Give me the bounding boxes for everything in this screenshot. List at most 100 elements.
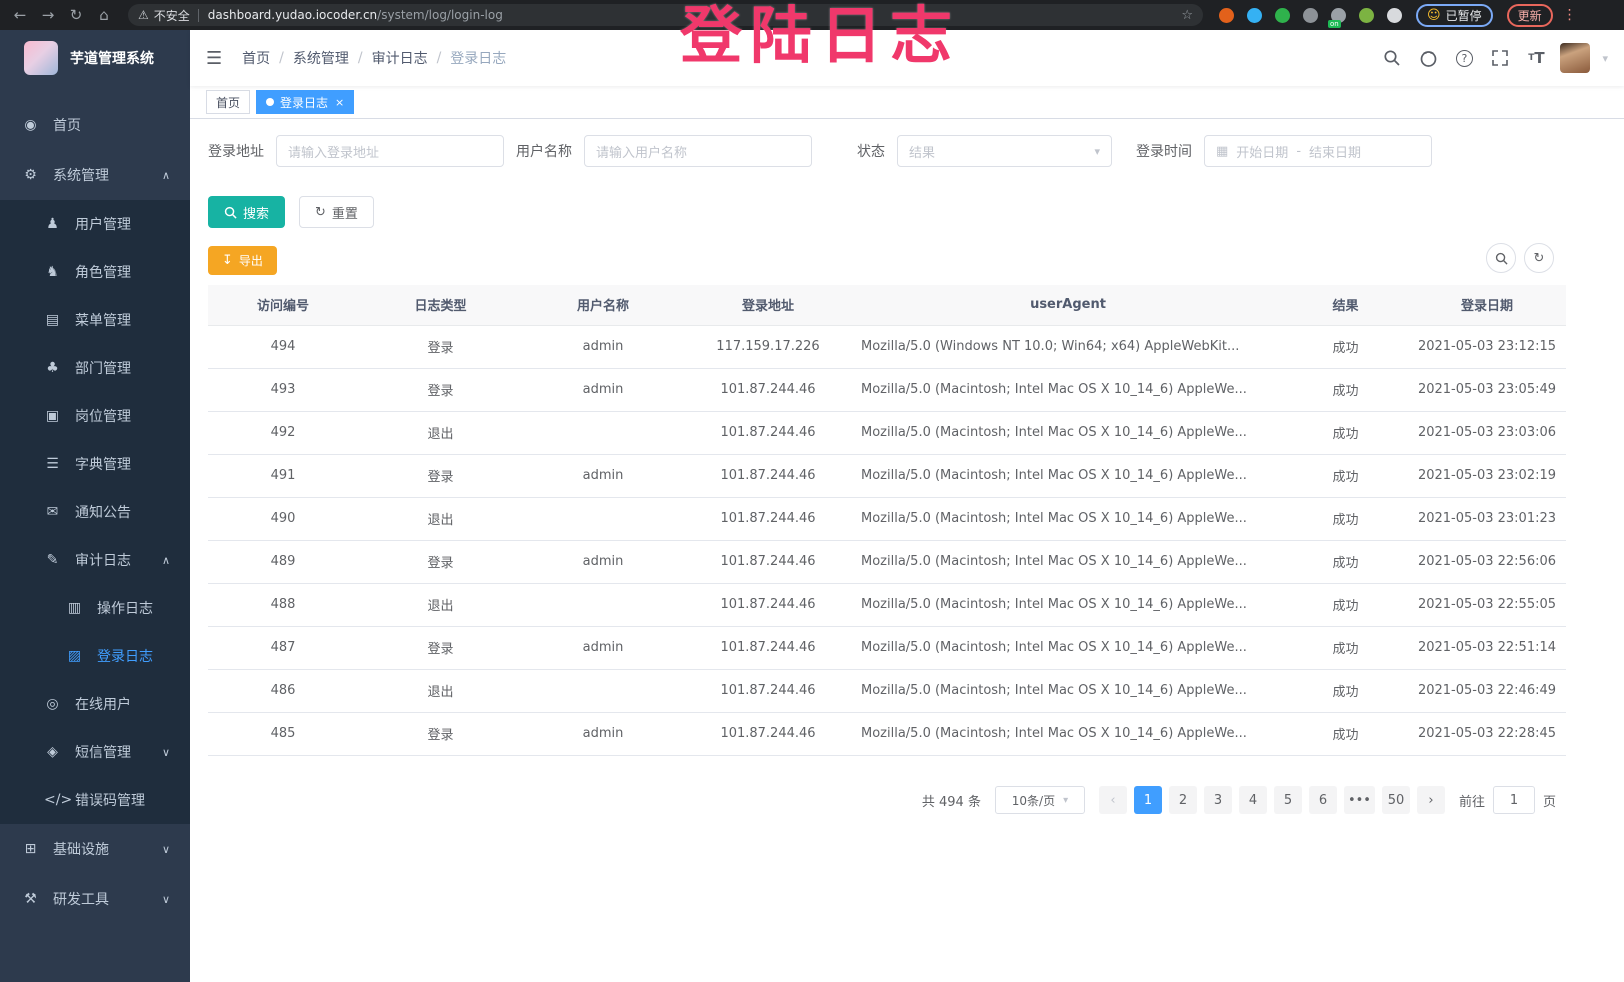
page-button-50[interactable]: 50 <box>1381 786 1410 814</box>
next-page-button[interactable]: › <box>1416 786 1445 814</box>
cell-username: admin <box>523 626 683 670</box>
sidebar-item-infrastructure[interactable]: ⊞ 基础设施 ∨ <box>0 824 190 874</box>
sidebar-item-role-mgmt[interactable]: ♞ 角色管理 <box>0 248 190 296</box>
table-row[interactable]: 487 登录 admin 101.87.244.46 Mozilla/5.0 (Maci… <box>208 626 1566 670</box>
cell-date: 2021-05-03 23:01:23 <box>1408 497 1566 541</box>
url-host: dashboard.yudao.iocoder.cn <box>207 8 378 22</box>
goto-page-input[interactable]: 1 <box>1492 786 1535 814</box>
github-icon[interactable] <box>1416 46 1440 70</box>
breadcrumb-home[interactable]: 首页 <box>242 51 271 67</box>
table-row[interactable]: 492 退出 101.87.244.46 Mozilla/5.0 (Macintosh… <box>208 411 1566 455</box>
reload-icon[interactable]: ↻ <box>69 6 83 24</box>
breadcrumb-audit[interactable]: 审计日志 <box>371 51 428 67</box>
sidebar-item-notice[interactable]: ✉ 通知公告 <box>0 488 190 536</box>
tag-login-log-label: 登录日志 <box>280 95 329 110</box>
sidebar-item-user-mgmt[interactable]: ♟ 用户管理 <box>0 200 190 248</box>
ext-grid-icon[interactable] <box>1303 7 1318 23</box>
status-label: 状态 <box>857 144 885 160</box>
page-button-3[interactable]: 3 <box>1203 786 1232 814</box>
fullscreen-icon[interactable] <box>1488 46 1512 70</box>
close-icon[interactable]: × <box>335 95 345 109</box>
ext-list-icon[interactable]: on <box>1328 7 1346 28</box>
table-row[interactable]: 491 登录 admin 101.87.244.46 Mozilla/5.0 (Maci… <box>208 454 1566 498</box>
page-button-6[interactable]: 6 <box>1308 786 1337 814</box>
badge: on <box>1328 19 1341 28</box>
address-bar[interactable]: ⚠ 不安全 dashboard.yudao.iocoder.cn /system… <box>128 4 1203 26</box>
app-logo[interactable]: 芋道管理系统 <box>0 30 190 86</box>
username-input[interactable]: 请输入用户名称 <box>584 135 812 167</box>
badge-icon: ▣ <box>45 408 60 424</box>
tags-bar: 首页 登录日志 × <box>190 86 1624 119</box>
ext-puzzle-icon[interactable] <box>1387 7 1402 23</box>
login-time-range-picker[interactable]: ▦ 开始日期 - 结束日期 <box>1204 135 1432 167</box>
sidebar-item-home[interactable]: ◉ 首页 <box>0 100 190 150</box>
search-icon[interactable] <box>1380 46 1404 70</box>
breadcrumb-system[interactable]: 系统管理 <box>292 51 349 67</box>
cell-username: admin <box>523 325 683 369</box>
sidebar-item-post-mgmt[interactable]: ▣ 岗位管理 <box>0 392 190 440</box>
cell-id: 490 <box>208 497 358 541</box>
help-icon[interactable]: ? <box>1452 46 1476 70</box>
reset-button[interactable]: ↻ 重置 <box>299 196 374 228</box>
page-button-2[interactable]: 2 <box>1168 786 1197 814</box>
sidebar-item-dept-mgmt[interactable]: ♣ 部门管理 <box>0 344 190 392</box>
browser-menu-icon[interactable]: ⋮ <box>1562 7 1578 23</box>
search-button[interactable]: 搜索 <box>208 196 286 228</box>
back-icon[interactable]: ← <box>13 6 27 24</box>
forward-icon[interactable]: → <box>41 6 55 24</box>
sidebar-item-system-mgmt[interactable]: ⚙ 系统管理 ∧ <box>0 150 190 200</box>
sidebar-item-login-log[interactable]: ▨ 登录日志 <box>0 632 190 680</box>
paused-badge[interactable]: ☺ 已暂停 <box>1416 3 1493 27</box>
tag-login-log[interactable]: 登录日志 × <box>256 90 355 114</box>
cell-user_agent: Mozilla/5.0 (Macintosh; Intel Mac OS X 1… <box>853 583 1283 627</box>
bookmark-star-icon[interactable]: ☆ <box>1181 7 1193 23</box>
ext-blue-gem-icon[interactable] <box>1247 7 1262 23</box>
page-button-1[interactable]: 1 <box>1133 786 1162 814</box>
user-avatar[interactable] <box>1560 43 1591 73</box>
home-icon[interactable]: ⌂ <box>99 6 109 24</box>
status-select[interactable]: 结果 ▾ <box>897 135 1112 167</box>
cell-user_agent: Mozilla/5.0 (Macintosh; Intel Mac OS X 1… <box>853 497 1283 541</box>
page-size-select[interactable]: 10条/页 ▾ <box>994 786 1085 814</box>
sidebar-item-audit-log[interactable]: ✎ 审计日志 ∧ <box>0 536 190 584</box>
table-row[interactable]: 493 登录 admin 101.87.244.46 Mozilla/5.0 (Maci… <box>208 368 1566 412</box>
sidebar-item-operate-log[interactable]: ▥ 操作日志 <box>0 584 190 632</box>
dashboard-icon: ◉ <box>24 117 37 133</box>
chevron-down-icon[interactable]: ▾ <box>1602 51 1608 65</box>
table-row[interactable]: 488 退出 101.87.244.46 Mozilla/5.0 (Macintosh… <box>208 583 1566 627</box>
sidebar-item-online-users[interactable]: ◎ 在线用户 <box>0 680 190 728</box>
table-row[interactable]: 485 登录 admin 101.87.244.46 Mozilla/5.0 (Maci… <box>208 712 1566 756</box>
cell-date: 2021-05-03 23:02:19 <box>1408 454 1566 498</box>
table-row[interactable]: 490 退出 101.87.244.46 Mozilla/5.0 (Macintosh… <box>208 497 1566 541</box>
prev-page-button[interactable]: ‹ <box>1098 786 1127 814</box>
ext-orange-circle-icon[interactable] <box>1219 7 1234 23</box>
tag-home[interactable]: 首页 <box>206 90 251 114</box>
cell-ip: 117.159.17.226 <box>683 325 853 369</box>
table-row[interactable]: 489 登录 admin 101.87.244.46 Mozilla/5.0 (Maci… <box>208 540 1566 584</box>
toggle-search-button[interactable] <box>1486 243 1516 273</box>
cell-result: 成功 <box>1283 368 1408 412</box>
sidebar-item-error-code-mgmt[interactable]: </> 错误码管理 <box>0 776 190 824</box>
refresh-table-button[interactable]: ↻ <box>1524 243 1554 273</box>
page-button-5[interactable]: 5 <box>1273 786 1302 814</box>
sidebar-item-dev-tools[interactable]: ⚒ 研发工具 ∨ <box>0 874 190 924</box>
export-button[interactable]: ↧ 导出 <box>208 246 277 275</box>
ext-plant-icon[interactable] <box>1359 7 1374 23</box>
sidebar-item-sms-mgmt[interactable]: ◈ 短信管理 ∨ <box>0 728 190 776</box>
page-button-4[interactable]: 4 <box>1238 786 1267 814</box>
page-ellipsis[interactable]: ••• <box>1343 786 1375 814</box>
update-button[interactable]: 更新 <box>1506 3 1553 27</box>
cell-result: 成功 <box>1283 325 1408 369</box>
login-address-input[interactable]: 请输入登录地址 <box>276 135 504 167</box>
hamburger-icon[interactable]: ☰ <box>206 47 223 69</box>
cell-result: 成功 <box>1283 454 1408 498</box>
divider <box>197 8 199 22</box>
sidebar-item-dict-mgmt[interactable]: ☰ 字典管理 <box>0 440 190 488</box>
ext-green-circle-icon[interactable] <box>1275 7 1290 23</box>
table-row[interactable]: 494 登录 admin 117.159.17.226 Mozilla/5.0 (Win… <box>208 325 1566 369</box>
sidebar-item-menu-mgmt[interactable]: ▤ 菜单管理 <box>0 296 190 344</box>
chevron-down-icon: ∨ <box>161 842 170 856</box>
table-row[interactable]: 486 退出 101.87.244.46 Mozilla/5.0 (Macintosh… <box>208 669 1566 713</box>
